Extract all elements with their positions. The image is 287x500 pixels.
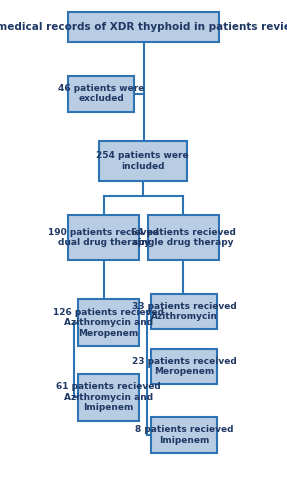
Text: 23 patients received
Meropenem: 23 patients received Meropenem: [132, 357, 236, 376]
FancyBboxPatch shape: [68, 76, 134, 112]
FancyBboxPatch shape: [78, 300, 139, 346]
FancyBboxPatch shape: [148, 216, 219, 260]
FancyBboxPatch shape: [68, 216, 139, 260]
FancyBboxPatch shape: [152, 294, 217, 329]
Text: 46 patients were
excluded: 46 patients were excluded: [58, 84, 144, 103]
FancyBboxPatch shape: [152, 417, 217, 452]
Text: 33 patients recieved
Azithromycin: 33 patients recieved Azithromycin: [132, 302, 236, 321]
FancyBboxPatch shape: [78, 374, 139, 420]
Text: 64 patients recieved
single drug therapy: 64 patients recieved single drug therapy: [131, 228, 236, 248]
Text: 254 patients were
included: 254 patients were included: [96, 152, 189, 171]
Text: 190 patients recieved
dual drug therapy: 190 patients recieved dual drug therapy: [48, 228, 159, 248]
Text: 61 patients recieved
Azithromycin and
Imipenem: 61 patients recieved Azithromycin and Im…: [56, 382, 161, 412]
FancyBboxPatch shape: [152, 349, 217, 384]
Text: 126 patients recieved
Azithromycin and
Meropenem: 126 patients recieved Azithromycin and M…: [53, 308, 164, 338]
Text: 8 patients recieved
Imipenem: 8 patients recieved Imipenem: [135, 425, 234, 444]
FancyBboxPatch shape: [99, 141, 187, 181]
FancyBboxPatch shape: [68, 12, 219, 42]
Text: 300 medical records of XDR thyphoid in patients reviewed: 300 medical records of XDR thyphoid in p…: [0, 22, 287, 32]
